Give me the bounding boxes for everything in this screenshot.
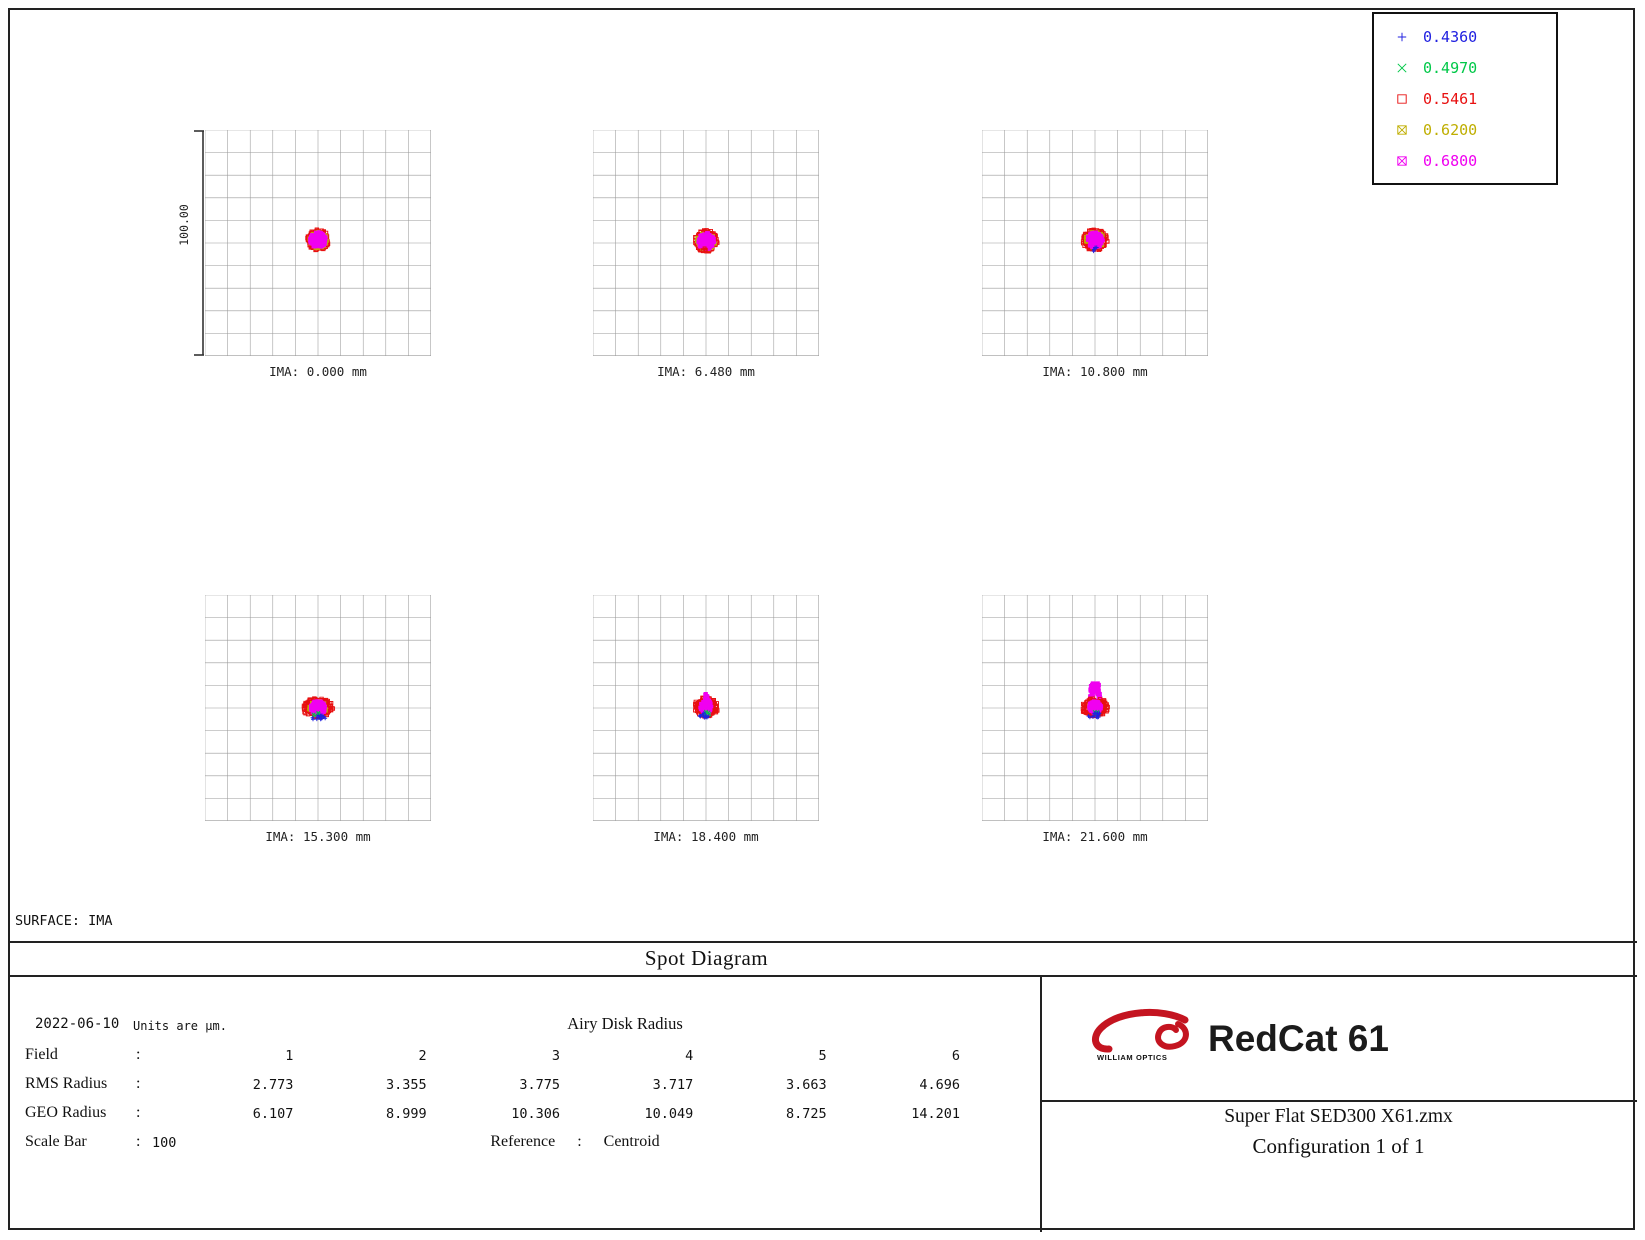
configuration-label: Configuration 1 of 1 (1252, 1134, 1425, 1158)
scale-bar-value: 100.00 (177, 204, 191, 246)
field-row-values: 1 2 3 4 5 6 (160, 1048, 960, 1064)
reference-label: Reference (490, 1133, 556, 1150)
rms-row-values: 2.773 3.355 3.775 3.717 3.663 4.696 (160, 1077, 960, 1093)
geo-row-label: GEO Radius (25, 1104, 107, 1121)
date-label: 2022-06-10 (35, 1016, 120, 1032)
lens-file-name: Super Flat SED300 X61.zmx (1224, 1106, 1453, 1127)
geo-value: 6.107 (252, 1106, 294, 1122)
geo-value: 8.999 (386, 1106, 427, 1122)
rms-value: 3.355 (386, 1077, 427, 1093)
geo-value: 8.725 (786, 1106, 827, 1122)
rms-row-label: RMS Radius (25, 1075, 108, 1092)
william-optics-logo (1091, 1008, 1189, 1053)
spot-grid-canvas (593, 130, 819, 356)
spot-grid-canvas (205, 130, 431, 356)
chart-title: Spot Diagram (644, 946, 769, 970)
field-value: 4 (685, 1048, 694, 1064)
spot-grid-canvas (593, 595, 819, 821)
scale-bar-row-value: 100 (152, 1135, 177, 1151)
field-value: 3 (551, 1048, 560, 1064)
spot-panel-field-6: IMA: 21.600 mm (982, 595, 1208, 844)
ima-label: IMA: 15.300 mm (265, 829, 371, 844)
scale-bar: 100.00 (177, 130, 204, 356)
wavelength-label: 0.6200 (1423, 120, 1478, 139)
divider (8, 941, 1637, 943)
field-row-colon: : (136, 1046, 141, 1063)
surface-label: SURFACE: IMA (15, 913, 113, 929)
wavelength-marker-icon (1394, 121, 1410, 138)
rms-value: 2.773 (252, 1077, 294, 1093)
wavelength-marker-icon (1394, 90, 1410, 107)
wavelength-label: 0.5461 (1423, 89, 1478, 108)
geo-value: 10.306 (511, 1106, 560, 1122)
wavelength-legend: 0.4360 0.4970 0.5461 0.6200 0.6800 (1372, 12, 1558, 185)
spot-panel-field-1: IMA: 0.000 mm (205, 130, 431, 379)
wavelength-marker-icon (1394, 28, 1410, 45)
field-row-label: Field (25, 1046, 58, 1063)
ima-label: IMA: 10.800 mm (1042, 364, 1148, 379)
wavelength-marker-icon (1394, 59, 1410, 76)
ima-label: IMA: 21.600 mm (1042, 829, 1148, 844)
ima-label: IMA: 0.000 mm (269, 364, 367, 379)
reference-value: Centroid (603, 1133, 660, 1150)
ima-label: IMA: 18.400 mm (653, 829, 759, 844)
wavelength-label: 0.4360 (1423, 27, 1478, 46)
product-name: RedCat 61 (1208, 1018, 1389, 1059)
airy-disk-radius-header: Airy Disk Radius (567, 1014, 683, 1033)
brand-name: WILLIAM OPTICS (1097, 1053, 1168, 1062)
rms-value: 3.717 (652, 1077, 694, 1093)
spot-grid-canvas (982, 595, 1208, 821)
rms-row-colon: : (136, 1075, 141, 1092)
scale-bar-row-colon: : (136, 1133, 141, 1150)
rms-value: 3.663 (786, 1077, 827, 1093)
divider (1040, 1100, 1637, 1102)
geo-row-values: 6.107 8.999 10.306 10.049 8.725 14.201 (160, 1106, 960, 1122)
spot-grid-canvas (982, 130, 1208, 356)
wavelength-label: 0.4970 (1423, 58, 1478, 77)
outer-border (8, 8, 1635, 1230)
reference-colon: : (577, 1133, 582, 1150)
field-value: 2 (418, 1048, 427, 1064)
geo-value: 10.049 (644, 1106, 694, 1122)
rms-value: 3.775 (519, 1077, 560, 1093)
field-value: 5 (818, 1048, 827, 1064)
legend-item: 0.5461 (1374, 83, 1556, 114)
rms-value: 4.696 (919, 1077, 960, 1093)
wavelength-marker-icon (1394, 152, 1410, 169)
geo-row-colon: : (136, 1104, 141, 1121)
units-label: Units are µm. (133, 1019, 227, 1033)
legend-item: 0.6200 (1374, 114, 1556, 145)
legend-item: 0.6800 (1374, 145, 1556, 176)
spot-grid-canvas (205, 595, 431, 821)
divider (8, 975, 1637, 977)
divider (1040, 975, 1042, 1232)
spot-panel-field-3: IMA: 10.800 mm (982, 130, 1208, 379)
geo-value: 14.201 (911, 1106, 960, 1122)
legend-item: 0.4970 (1374, 52, 1556, 83)
wavelength-label: 0.6800 (1423, 151, 1478, 170)
spot-panel-field-5: IMA: 18.400 mm (593, 595, 819, 844)
scale-bar-row-label: Scale Bar (25, 1133, 87, 1150)
ima-label: IMA: 6.480 mm (657, 364, 755, 379)
reference-row: Reference : Centroid (160, 1133, 990, 1151)
field-value: 6 (951, 1048, 960, 1064)
spot-panel-field-2: IMA: 6.480 mm (593, 130, 819, 379)
legend-item: 0.4360 (1374, 21, 1556, 52)
field-value: 1 (285, 1048, 294, 1064)
spot-panel-field-4: IMA: 15.300 mm (205, 595, 431, 844)
